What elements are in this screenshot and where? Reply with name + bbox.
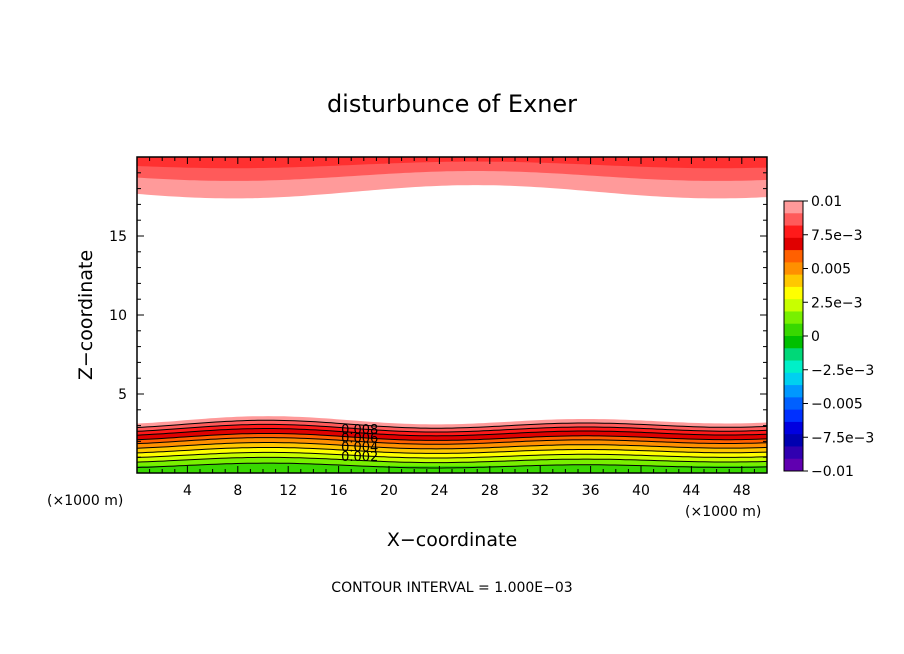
contour-line-5 — [136, 437, 768, 445]
y-tick-label: 5 — [118, 387, 127, 403]
x-tick-label: 44 — [682, 483, 700, 499]
x-tick-label: 24 — [430, 483, 448, 499]
colorbar-swatch — [784, 250, 803, 263]
colorbar-swatch — [784, 336, 803, 349]
x-left-unit: (×1000 m) — [47, 493, 123, 509]
colorbar-swatch — [784, 385, 803, 398]
x-tick-label: 32 — [531, 483, 549, 499]
colorbar-swatch — [784, 372, 803, 386]
colorbar-swatch — [784, 201, 803, 214]
colorbar-tick-label: −0.01 — [811, 464, 854, 480]
colorbar-swatch — [784, 311, 803, 325]
y-tick-label: 10 — [109, 308, 127, 324]
band-top-2 — [137, 157, 767, 169]
colorbar-swatch — [784, 446, 803, 460]
x-tick-label: 48 — [733, 483, 751, 499]
colorbar-swatch — [784, 434, 803, 447]
x-tick-label: 8 — [233, 483, 242, 499]
contour-line-4 — [136, 433, 768, 441]
colorbar-tick-label: 7.5e−3 — [811, 228, 863, 244]
colorbar-swatch — [784, 299, 803, 312]
y-tick-label: 15 — [109, 229, 127, 245]
colorbar-swatch — [784, 225, 803, 239]
chart-title: disturbunce of Exner — [327, 90, 577, 118]
colorbar-tick-label: 0.01 — [811, 194, 842, 210]
colorbar-swatch — [784, 286, 803, 300]
colorbar-swatch — [784, 323, 803, 337]
y-axis-label: Z−coordinate — [75, 250, 97, 380]
colorbar-tick-label: −0.005 — [811, 397, 863, 413]
colorbar-swatch — [784, 421, 803, 435]
contour-line-10 — [136, 462, 768, 469]
contour-line-9 — [136, 456, 768, 464]
contour-line-8 — [136, 451, 768, 459]
colorbar-swatch — [784, 274, 803, 288]
colorbar-swatch — [784, 348, 803, 361]
x-tick-label: 28 — [481, 483, 499, 499]
x-tick-label: 4 — [183, 483, 192, 499]
colorbar-tick-label: 0 — [811, 329, 820, 345]
contour-label: 0.008 — [341, 423, 378, 438]
contour-line-3 — [136, 428, 768, 437]
colorbar: 0.01 7.5e−3 0.005 2.5e−3 0 −2.5e−3 −0.005 −7.5e… — [783, 194, 874, 480]
x-tick-label: 16 — [330, 483, 348, 499]
contour-line-1 — [136, 419, 768, 429]
colorbar-swatch — [784, 397, 803, 411]
x-tick-label: 20 — [380, 483, 398, 499]
x-tick-label: 12 — [279, 483, 297, 499]
contour-interval-note: CONTOUR INTERVAL = 1.000E−03 — [331, 580, 572, 596]
x-axis-label: X−coordinate — [387, 529, 517, 551]
colorbar-swatch — [784, 360, 803, 374]
contour-label: 0.004 — [341, 440, 378, 455]
contour-label: 0.006 — [341, 432, 378, 447]
contour-line-2 — [136, 423, 768, 433]
colorbar-tick-label: −2.5e−3 — [811, 363, 874, 379]
colorbar-swatch — [784, 213, 803, 226]
x-tick-label: 40 — [632, 483, 650, 499]
colorbar-swatch — [784, 262, 803, 276]
colorbar-tick-label: 2.5e−3 — [811, 295, 863, 311]
contour-label: 0.002 — [341, 450, 378, 465]
x-axis-unit: (×1000 m) — [685, 504, 761, 520]
colorbar-tick-label: −7.5e−3 — [811, 430, 874, 446]
colorbar-swatch — [784, 237, 803, 251]
colorbar-swatch — [784, 458, 803, 472]
contour-line-6 — [136, 442, 768, 450]
x-tick-label: 36 — [582, 483, 600, 499]
colorbar-tick-label: 0.005 — [811, 262, 851, 278]
contour-line-7 — [136, 447, 768, 454]
colorbar-swatch — [784, 409, 803, 423]
